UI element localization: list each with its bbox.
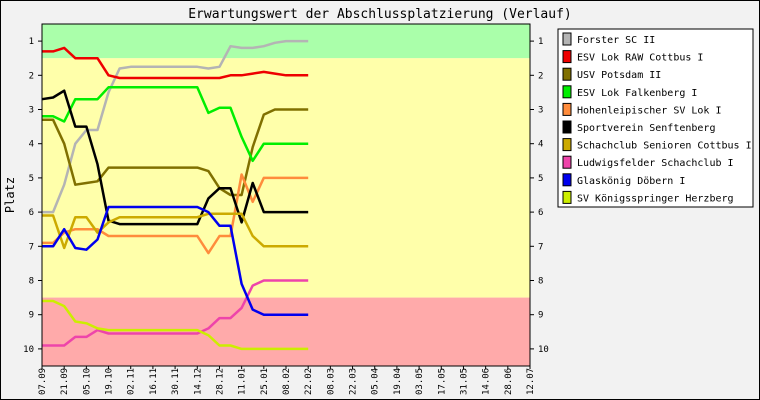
legend-swatch-4 [562, 102, 572, 116]
legend-entry-7: Ludwigsfelder Schachclub I [577, 158, 734, 169]
y-tick-right-label: 6 [538, 208, 543, 218]
legend-entry-3: ESV Lok Falkenberg I [577, 88, 697, 99]
series-line-9 [42, 299, 309, 351]
x-tick-label: 14.06 [482, 368, 492, 395]
y-tick-left-label: 2 [29, 71, 34, 81]
legend-swatch-9 [562, 190, 572, 204]
y-tick-left-label: 7 [29, 242, 34, 252]
y-tick-right-label: 5 [538, 174, 543, 184]
y-tick-left-label: 5 [29, 174, 34, 184]
y-tick-left-label: 6 [29, 208, 34, 218]
y-tick-right-label: 7 [538, 242, 543, 252]
series-line-2 [42, 108, 309, 197]
y-tick-left-label: 10 [23, 345, 34, 355]
y-tick-right-label: 3 [538, 106, 543, 116]
legend-entry-8: Glaskönig Döbern I [577, 176, 685, 187]
legend-swatch-3 [562, 85, 572, 99]
x-tick-label: 03.05 [415, 368, 425, 395]
y-tick-left-label: 1 [29, 37, 34, 47]
x-tick-label: 21.09 [60, 368, 70, 395]
legend-swatch-2 [562, 67, 572, 81]
x-tick-label: 30.11 [171, 368, 181, 395]
legend-swatch-0 [562, 32, 572, 46]
x-tick-label: 19.10 [105, 368, 115, 395]
x-tick-label: 07.09 [38, 368, 48, 395]
x-tick-label: 05.04 [371, 368, 381, 395]
y-tick-left-label: 8 [29, 277, 34, 287]
y-tick-right-label: 2 [538, 71, 543, 81]
x-tick-label: 22.02 [304, 368, 314, 395]
x-tick-label: 12.07 [526, 368, 536, 395]
x-tick-label: 08.02 [282, 368, 292, 395]
x-tick-label: 02.11 [127, 368, 137, 395]
y-tick-right-label: 10 [538, 345, 549, 355]
series-line-3 [42, 86, 309, 163]
legend-entry-6: Schachclub Senioren Cottbus I [577, 141, 752, 152]
y-axis-label: Platz [3, 177, 17, 213]
x-tick-label: 19.04 [393, 368, 403, 395]
zone-band-2 [42, 297, 530, 366]
series-line-5 [41, 89, 309, 226]
y-tick-right-label: 9 [538, 311, 543, 321]
x-tick-label: 28.12 [215, 368, 225, 395]
legend-swatch-1 [562, 50, 572, 64]
y-tick-left-label: 3 [29, 106, 34, 116]
y-tick-left-label: 9 [29, 311, 34, 321]
x-tick-label: 08.03 [326, 368, 336, 395]
x-tick-label: 16.11 [149, 368, 159, 395]
legend-entry-2: USV Potsdam II [577, 70, 661, 81]
series-lines [41, 39, 309, 351]
y-axis-ticks: 1 1 2 2 3 3 4 4 5 5 6 6 7 7 8 8 9 9 10 10 [23, 37, 549, 355]
series-line-8 [42, 205, 309, 316]
series-line-7 [42, 279, 309, 347]
series-line-6 [42, 212, 309, 250]
legend-entry-5: Sportverein Senftenberg [577, 123, 715, 134]
legend-entry-1: ESV Lok RAW Cottbus I [577, 53, 703, 64]
legend-swatch-5 [562, 120, 572, 134]
legend-swatch-6 [562, 138, 572, 152]
legend: Forster SC II ESV Lok RAW Cottbus I USV Po… [557, 28, 754, 208]
y-tick-right-label: 8 [538, 277, 543, 287]
legend-box [557, 28, 754, 208]
x-tick-label: 14.12 [193, 368, 203, 395]
chart-title: Erwartungswert der Abschlussplatzierung … [188, 7, 572, 22]
y-tick-left-label: 4 [29, 140, 34, 150]
x-tick-label: 25.01 [260, 368, 270, 395]
legend-swatch-8 [562, 173, 572, 187]
x-tick-label: 11.01 [238, 368, 248, 395]
x-tick-label: 22.03 [349, 368, 359, 395]
legend-entry-4: Hohenleipischer SV Lok I [577, 105, 722, 116]
x-tick-label: 05.10 [82, 368, 92, 395]
x-tick-label: 28.06 [504, 368, 514, 395]
series-line-0 [42, 39, 309, 214]
series-line-4 [42, 173, 309, 255]
legend-swatch-7 [562, 155, 572, 169]
y-tick-right-label: 1 [538, 37, 543, 47]
x-tick-label: 31.05 [459, 368, 469, 395]
legend-entry-0: Forster SC II [577, 35, 655, 46]
legend-entry-9: SV Königsspringer Herzberg [577, 193, 734, 204]
x-tick-label: 17.05 [437, 368, 447, 395]
x-axis-ticks: 07.09 21.09 05.10 19.10 02.11 16.11 30.11 14.12… [38, 366, 536, 395]
series-line-1 [42, 46, 309, 80]
y-tick-right-label: 4 [538, 140, 543, 150]
